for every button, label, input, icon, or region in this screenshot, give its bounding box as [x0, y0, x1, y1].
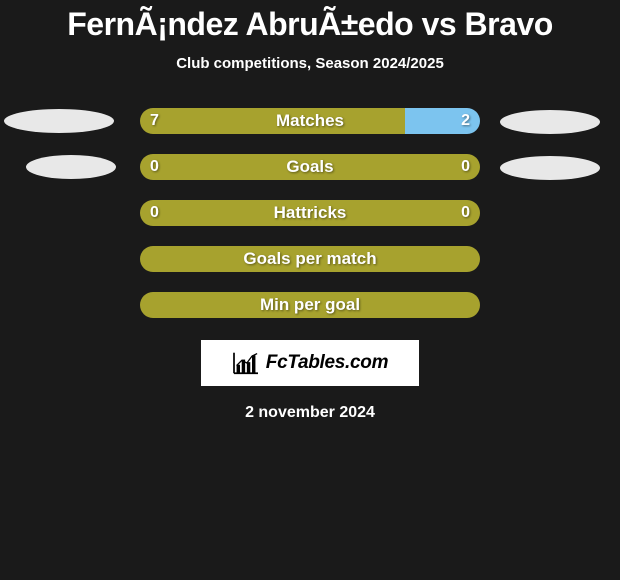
compare-bar: 00Goals [140, 154, 480, 180]
bar-segment-left: 7 [140, 108, 405, 134]
bar-segment-right: 0 [310, 200, 480, 226]
bar-segment-left: 0 [140, 154, 310, 180]
compare-row-matches: 72Matches [0, 108, 620, 134]
page-title: FernÃ¡ndez AbruÃ±edo vs Bravo [67, 6, 553, 43]
compare-row-goals: 00Goals [0, 154, 620, 180]
player-left-marker [4, 109, 114, 133]
brand-text: FcTables.com [266, 352, 388, 374]
player-right-marker [500, 156, 600, 180]
bar-segment-right: 0 [310, 154, 480, 180]
bar-chart-icon [232, 351, 260, 375]
bar-segment-right: 2 [405, 108, 480, 134]
date-text: 2 november 2024 [245, 404, 375, 422]
metric-pill-min-per-goal: Min per goal [140, 292, 480, 318]
compare-bar: 00Hattricks [140, 200, 480, 226]
bar-segment-left: 0 [140, 200, 310, 226]
page-subtitle: Club competitions, Season 2024/2025 [176, 55, 444, 72]
player-left-marker [26, 155, 116, 179]
compare-row-hattricks: 00Hattricks [0, 200, 620, 226]
player-right-marker [500, 110, 600, 134]
metric-pill-goals-per-match: Goals per match [140, 246, 480, 272]
compare-bar: 72Matches [140, 108, 480, 134]
brand-box: FcTables.com [201, 340, 419, 386]
